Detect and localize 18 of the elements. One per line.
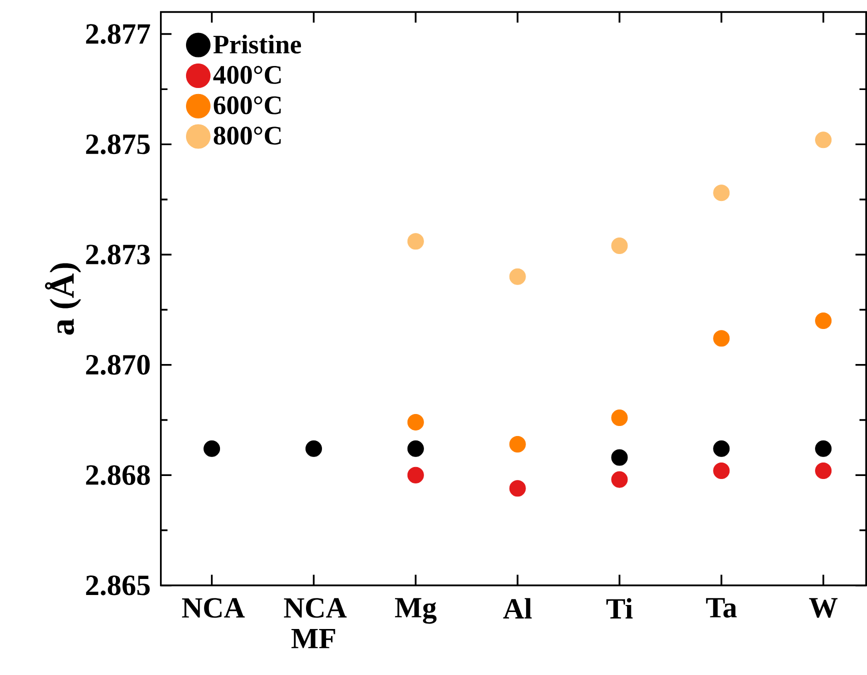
y-tick-label: 2.870: [86, 354, 150, 375]
x-tick-label: Mg: [394, 598, 437, 624]
y-tick-label: 2.877: [86, 24, 150, 44]
legend-label: 400°C: [213, 66, 281, 84]
x-tick-label: Ti: [606, 598, 633, 618]
x-tick-label: NCA: [182, 598, 245, 618]
y-tick-label: 2.865: [86, 575, 150, 596]
legend-label: Pristine: [213, 34, 302, 54]
x-tick-label: Al: [503, 598, 532, 618]
y-tick-label: 2.875: [86, 134, 150, 154]
x-tick-label: NCA MF: [284, 598, 347, 648]
y-tick-label: 2.873: [86, 244, 150, 264]
legend-label: 600°C: [214, 96, 281, 114]
y-axis-title: a (Å): [45, 263, 82, 334]
x-tick-label: Ta: [706, 598, 737, 618]
y-tick-label: 2.868: [86, 465, 150, 485]
x-tick-label: W: [809, 598, 838, 618]
legend-label: 800°C: [214, 126, 281, 144]
